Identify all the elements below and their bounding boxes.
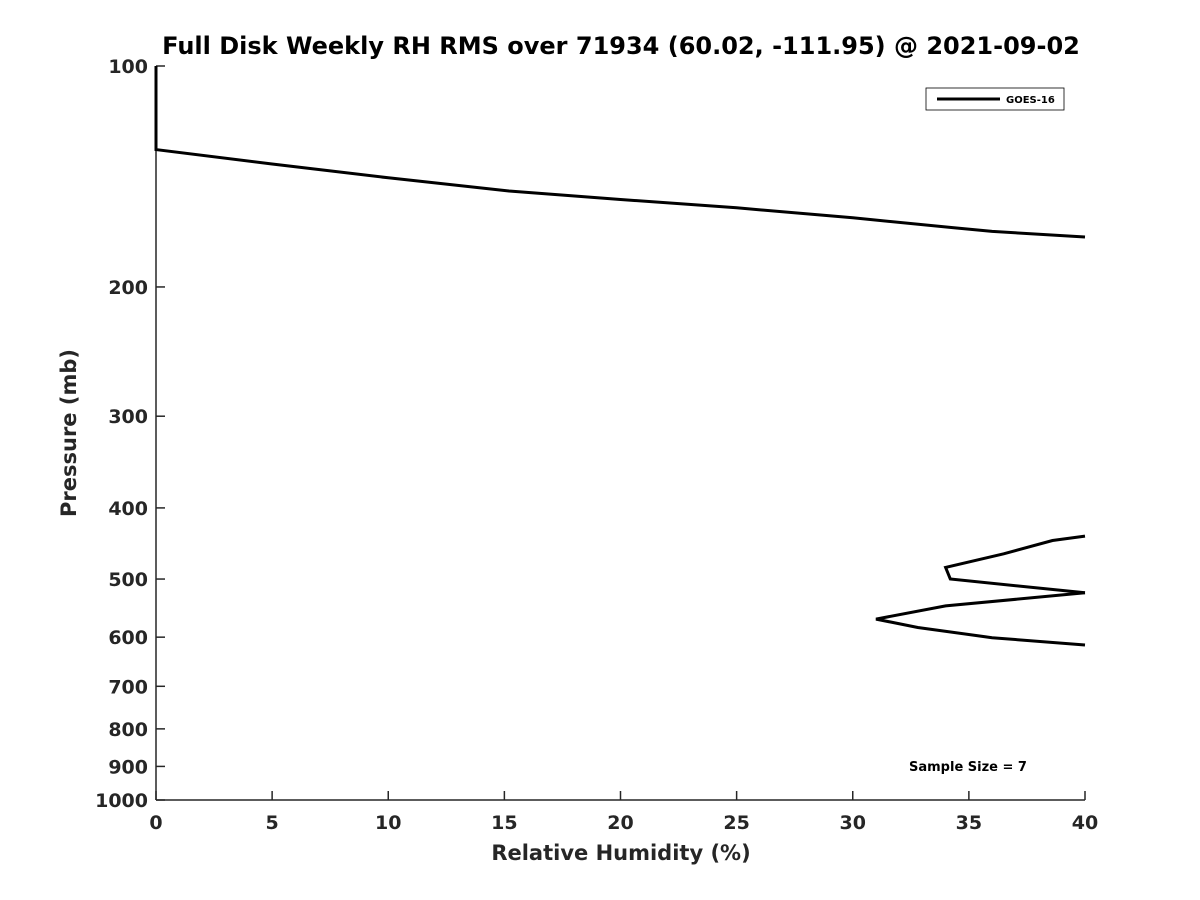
x-tick-label: 20 bbox=[607, 812, 633, 834]
x-axis-label: Relative Humidity (%) bbox=[491, 841, 750, 865]
y-axis-label: Pressure (mb) bbox=[57, 349, 81, 517]
x-tick-label: 15 bbox=[491, 812, 517, 834]
x-tick-label: 0 bbox=[149, 812, 162, 834]
x-tick-label: 40 bbox=[1072, 812, 1098, 834]
chart-title: Full Disk Weekly RH RMS over 71934 (60.0… bbox=[162, 32, 1080, 60]
legend-label-goes-16: GOES-16 bbox=[1006, 95, 1055, 106]
y-tick-label: 500 bbox=[108, 569, 148, 591]
plot-area: 0 5 10 15 20 25 30 35 40 100 200 300 400 500 600 700 80… bbox=[95, 56, 1098, 834]
y-tick-label: 900 bbox=[108, 756, 148, 778]
legend: GOES-16 bbox=[925, 87, 1065, 111]
x-tick-label: 25 bbox=[723, 812, 749, 834]
y-tick-label: 300 bbox=[108, 406, 148, 428]
series-line-goes-16-segment-2 bbox=[943, 534, 1086, 595]
x-ticks: 0 5 10 15 20 25 30 35 40 bbox=[149, 791, 1098, 834]
y-tick-label: 700 bbox=[108, 676, 148, 698]
series-line-goes-16-segment-3 bbox=[875, 591, 1086, 647]
y-tick-label: 400 bbox=[108, 498, 148, 520]
y-tick-label: 1000 bbox=[95, 790, 148, 812]
y-ticks: 100 200 300 400 500 600 700 800 900 1000 bbox=[95, 56, 165, 812]
x-tick-label: 30 bbox=[840, 812, 866, 834]
y-tick-label: 800 bbox=[108, 719, 148, 741]
y-tick-label: 600 bbox=[108, 627, 148, 649]
series-lines bbox=[154, 66, 1086, 647]
x-tick-label: 10 bbox=[375, 812, 401, 834]
y-tick-label: 100 bbox=[108, 56, 148, 78]
x-tick-label: 5 bbox=[266, 812, 279, 834]
y-tick-label: 200 bbox=[108, 277, 148, 299]
series-line-goes-16-segment-1 bbox=[154, 66, 1086, 239]
sample-size-annotation: Sample Size = 7 bbox=[909, 760, 1027, 775]
x-tick-label: 35 bbox=[956, 812, 982, 834]
